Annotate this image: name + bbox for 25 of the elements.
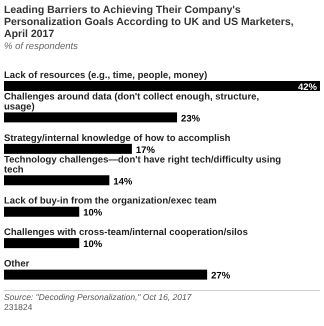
y-tick-label: Challenges with cross-team/internal cooperation/silos: [4, 227, 248, 238]
data-label: 23%: [181, 113, 201, 124]
chart-subtitle: % of respondents: [4, 41, 79, 52]
y-tick-label: Strategy/internal knowledge of how to accomplish: [4, 132, 231, 144]
bar: [4, 112, 178, 122]
bar: [4, 175, 110, 186]
data-label: 10%: [83, 239, 103, 250]
bar: [4, 144, 132, 154]
data-label: 27%: [211, 270, 231, 282]
data-label: 14%: [113, 176, 133, 188]
data-label: 17%: [136, 144, 156, 156]
bar: [4, 81, 320, 91]
y-tick-label: Other: [4, 258, 30, 270]
data-label: 42%: [298, 82, 318, 93]
y-tick-label: Lack of resources (e.g., time, people, money): [4, 70, 208, 81]
data-label: 10%: [83, 208, 103, 219]
y-tick-label: Technology challenges—don't have right tech/difficulty using tech: [4, 154, 282, 176]
y-tick-label: Challenges around data (don't collect enough, structure, usage): [4, 91, 260, 112]
bar: [4, 270, 208, 280]
source-note: Source: "Decoding Personalization," Oct 16, 2017: [4, 292, 193, 302]
text: 231824: [4, 302, 34, 312]
bar: [4, 206, 80, 217]
chart-title: Leading Barriers to Achieving Their Company's Personalization Goals According to UK and US Marketers, April 2017: [4, 4, 295, 40]
y-tick-label: Lack of buy-in from the organization/exec team: [4, 196, 217, 207]
bar: [4, 238, 80, 248]
